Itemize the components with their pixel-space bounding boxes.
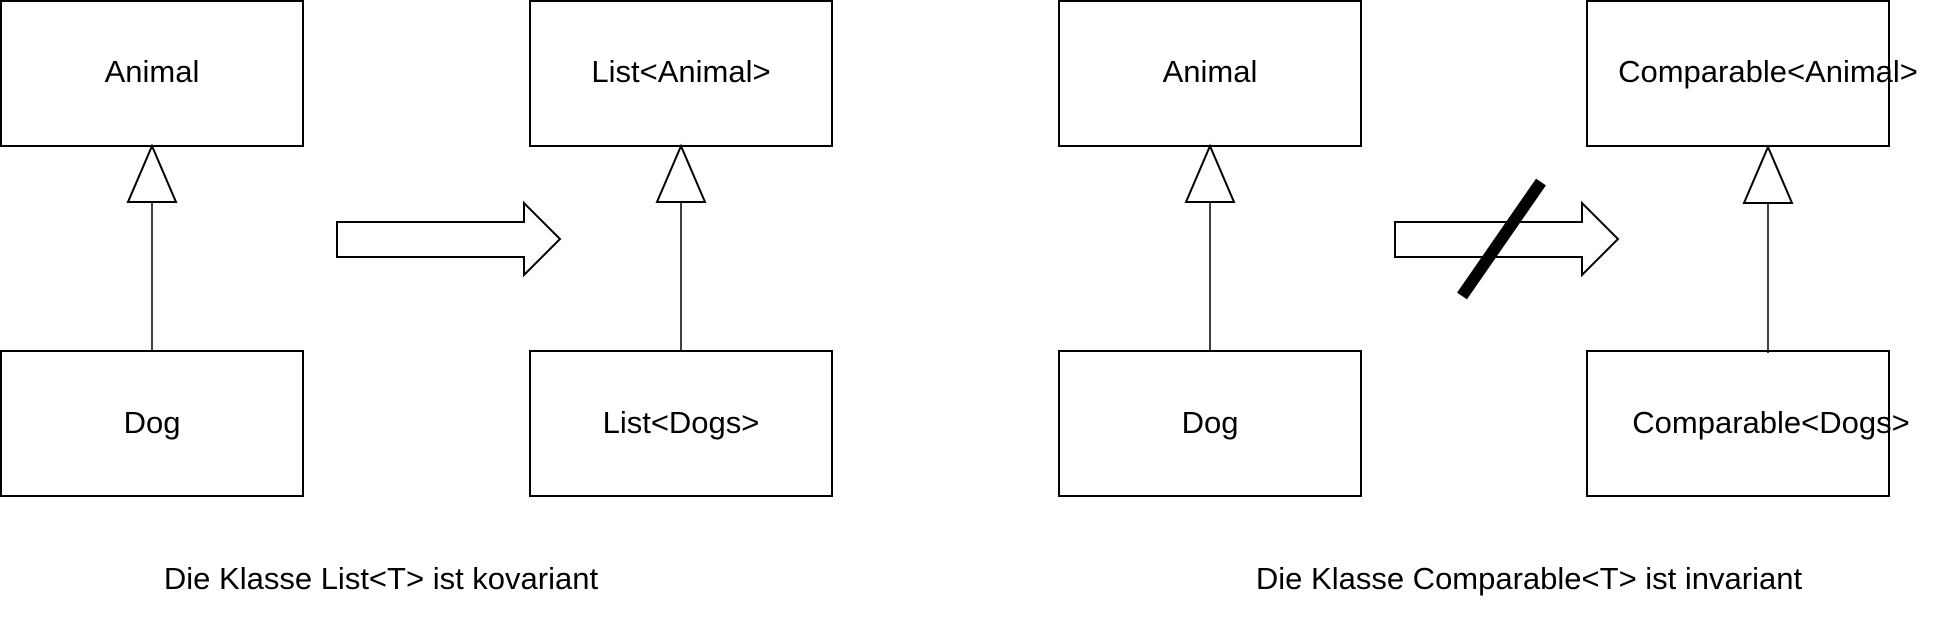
list-animal-label: List<Animal> bbox=[591, 54, 770, 89]
left-animal-label: Animal bbox=[105, 54, 200, 89]
left-inheritance-arrow bbox=[126, 143, 178, 351]
list-inheritance-arrow bbox=[655, 143, 707, 351]
list-animal-box: List<Animal> bbox=[529, 0, 833, 147]
left-panel: Animal Dog List<Animal> List<Dogs> bbox=[0, 0, 833, 596]
right-inheritance-arrow bbox=[1184, 143, 1236, 351]
comparable-dogs-box: Comparable<Dogs> bbox=[1586, 350, 1910, 497]
left-dog-box: Dog bbox=[0, 350, 304, 497]
left-animal-box: Animal bbox=[0, 0, 304, 147]
right-animal-label: Animal bbox=[1163, 54, 1258, 89]
list-dogs-box: List<Dogs> bbox=[529, 350, 833, 497]
right-dog-box: Dog bbox=[1058, 350, 1362, 497]
right-animal-box: Animal bbox=[1058, 0, 1362, 147]
list-dogs-label: List<Dogs> bbox=[603, 405, 760, 440]
comparable-animal-label: Comparable<Animal> bbox=[1618, 54, 1918, 89]
left-dog-label: Dog bbox=[124, 405, 181, 440]
left-caption: Die Klasse List<T> ist kovariant bbox=[164, 561, 599, 596]
comparable-dogs-label: Comparable<Dogs> bbox=[1632, 405, 1909, 440]
negation-strike bbox=[1457, 178, 1546, 300]
left-implies-arrow bbox=[336, 200, 562, 278]
right-panel: Animal Dog Comparable<Animal> Comparable… bbox=[1058, 0, 1918, 596]
right-dog-label: Dog bbox=[1182, 405, 1239, 440]
comparable-inheritance-arrow bbox=[1742, 144, 1794, 353]
right-caption: Die Klasse Comparable<T> ist invariant bbox=[1256, 561, 1803, 596]
comparable-animal-box: Comparable<Animal> bbox=[1586, 0, 1918, 147]
